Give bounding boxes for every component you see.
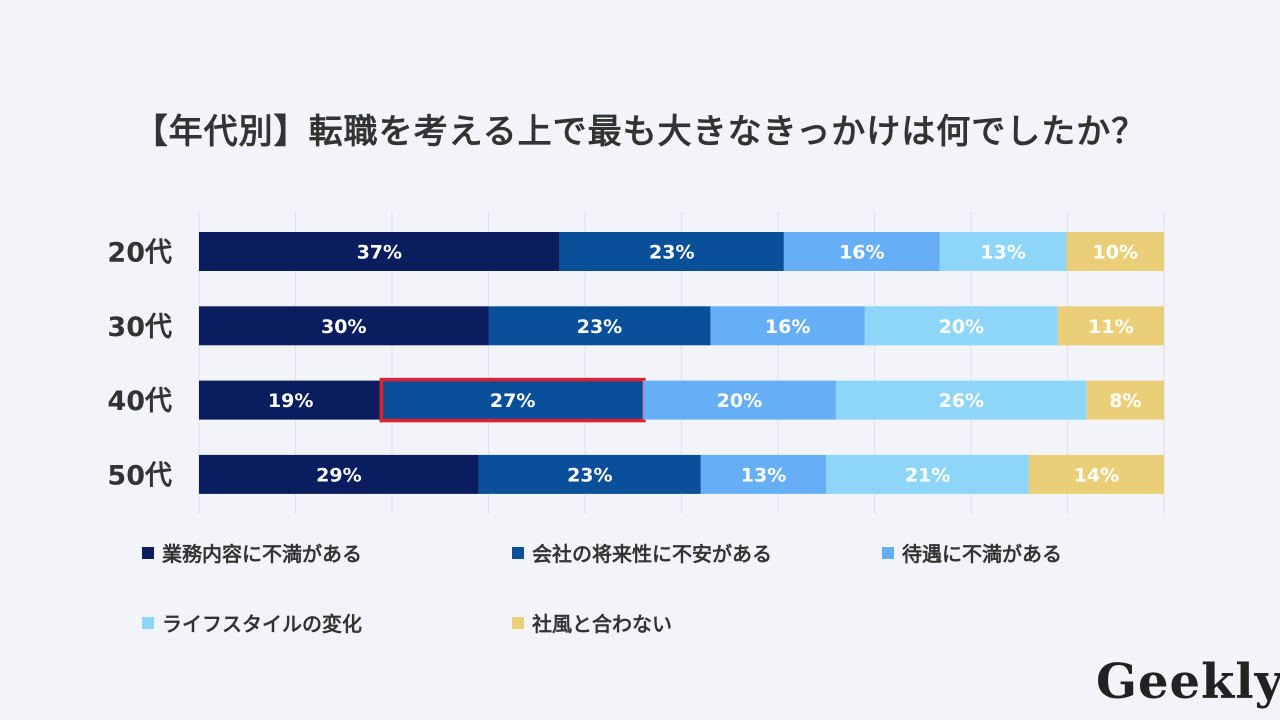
legend-swatch-0 bbox=[142, 546, 154, 559]
bar-segment-0-4 bbox=[1066, 232, 1164, 271]
bar-segment-3-1 bbox=[478, 454, 701, 494]
data-label-0-3: 13% bbox=[980, 242, 1025, 264]
data-label-2-1: 27% bbox=[490, 390, 535, 412]
bar-segment-1-1 bbox=[488, 306, 711, 346]
bar-segment-2-2 bbox=[642, 380, 836, 420]
category-label-0: 20代 bbox=[107, 238, 172, 269]
bar-segment-1-2 bbox=[710, 306, 865, 346]
data-label-3-1: 23% bbox=[567, 464, 612, 486]
legend-swatch-2 bbox=[882, 546, 894, 559]
bar-segment-0-2 bbox=[783, 232, 940, 271]
legend-swatch-4 bbox=[512, 616, 524, 629]
data-label-2-3: 26% bbox=[939, 390, 984, 412]
category-label-1: 30代 bbox=[107, 312, 172, 343]
data-label-1-3: 20% bbox=[939, 316, 984, 338]
bar-segment-0-1 bbox=[559, 232, 784, 271]
data-label-2-2: 20% bbox=[717, 390, 762, 412]
legend-label-0: 業務内容に不満がある bbox=[162, 542, 362, 566]
bar-segment-0-0 bbox=[199, 232, 560, 271]
legend-label-1: 会社の将来性に不安がある bbox=[532, 542, 772, 566]
data-label-3-4: 14% bbox=[1074, 464, 1119, 486]
bar-segment-3-3 bbox=[826, 454, 1029, 494]
bar-segment-1-3 bbox=[864, 306, 1058, 346]
legend-label-2: 待遇に不満がある bbox=[902, 542, 1062, 566]
legend-label-3: ライフスタイルの変化 bbox=[162, 612, 362, 636]
data-label-3-3: 21% bbox=[905, 464, 950, 486]
data-label-0-1: 23% bbox=[649, 242, 694, 264]
bar-segment-1-0 bbox=[199, 306, 489, 346]
brand-logo: Geekly bbox=[1096, 654, 1280, 710]
data-label-3-0: 29% bbox=[316, 464, 361, 486]
chart-title: 【年代別】転職を考える上で最も大きなきっかけは何でしたか？ bbox=[133, 112, 1147, 152]
legend-item-3: ライフスタイルの変化 bbox=[142, 608, 362, 637]
category-label-2: 40代 bbox=[107, 386, 172, 417]
bar-segment-2-4 bbox=[1086, 380, 1164, 420]
bar-segment-1-4 bbox=[1057, 306, 1164, 346]
bar-segment-3-4 bbox=[1028, 454, 1164, 494]
data-label-2-0: 19% bbox=[268, 390, 313, 412]
data-label-1-0: 30% bbox=[321, 316, 366, 338]
legend-swatch-1 bbox=[512, 546, 524, 559]
bar-segment-2-1 bbox=[382, 380, 643, 420]
bar-segment-0-3 bbox=[939, 232, 1067, 271]
data-label-0-4: 10% bbox=[1093, 242, 1138, 264]
category-label-3: 50代 bbox=[107, 460, 172, 491]
data-label-0-0: 37% bbox=[357, 242, 402, 264]
data-label-2-4: 8% bbox=[1109, 390, 1141, 412]
legend-item-4: 社風と合わない bbox=[512, 608, 672, 637]
legend-item-1: 会社の将来性に不安がある bbox=[512, 538, 772, 567]
data-label-3-2: 13% bbox=[741, 464, 786, 486]
data-label-1-1: 23% bbox=[577, 316, 622, 338]
legend-item-0: 業務内容に不満がある bbox=[142, 538, 362, 567]
bar-segment-3-0 bbox=[199, 454, 479, 494]
legend-item-2: 待遇に不満がある bbox=[882, 538, 1062, 567]
bar-segment-2-3 bbox=[835, 380, 1087, 420]
data-label-1-4: 11% bbox=[1088, 316, 1133, 338]
bar-segment-2-0 bbox=[199, 380, 383, 420]
data-label-0-2: 16% bbox=[839, 242, 884, 264]
legend-label-4: 社風と合わない bbox=[532, 612, 672, 636]
data-label-1-2: 16% bbox=[765, 316, 810, 338]
legend-swatch-3 bbox=[142, 616, 154, 629]
bar-segment-3-2 bbox=[700, 454, 827, 494]
